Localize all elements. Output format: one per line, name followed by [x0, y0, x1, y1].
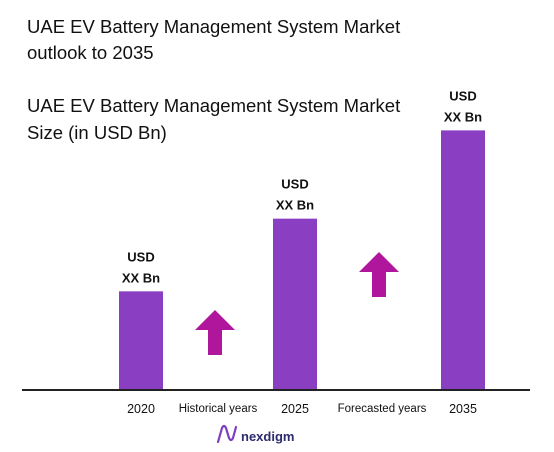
x-tick-label-2035: 2035	[449, 402, 477, 416]
data-label-2020-1: USD	[127, 249, 154, 264]
bar-2020	[119, 291, 163, 390]
nexdigm-logo-mark-icon	[216, 424, 238, 444]
period-label-2: Forecasted years	[338, 403, 427, 415]
chart-title-line-2: outlook to 2035	[27, 42, 154, 63]
chart-title-line-1: UAE EV Battery Management System Market	[27, 16, 401, 37]
period-label-1: Historical years	[179, 403, 258, 415]
chart-subtitle-line-2: Size (in USD Bn)	[27, 122, 167, 143]
data-label-2035-2: XX Bn	[444, 109, 482, 124]
nexdigm-logo: nexdigm	[216, 424, 294, 444]
growth-arrow-forecast	[359, 252, 399, 297]
data-label-2025-1: USD	[281, 177, 308, 192]
data-label-2020-2: XX Bn	[122, 270, 160, 285]
growth-arrow-historical	[195, 310, 235, 355]
x-tick-label-2020: 2020	[127, 402, 155, 416]
bar-2025	[273, 218, 317, 390]
x-tick-label-2025: 2025	[281, 402, 309, 416]
chart-subtitle-line-1: UAE EV Battery Management System Market	[27, 95, 401, 116]
data-label-2025-2: XX Bn	[276, 198, 314, 213]
bar-2035	[441, 130, 485, 390]
brand-name: nexdigm	[241, 429, 294, 444]
data-label-2035-1: USD	[449, 88, 476, 103]
